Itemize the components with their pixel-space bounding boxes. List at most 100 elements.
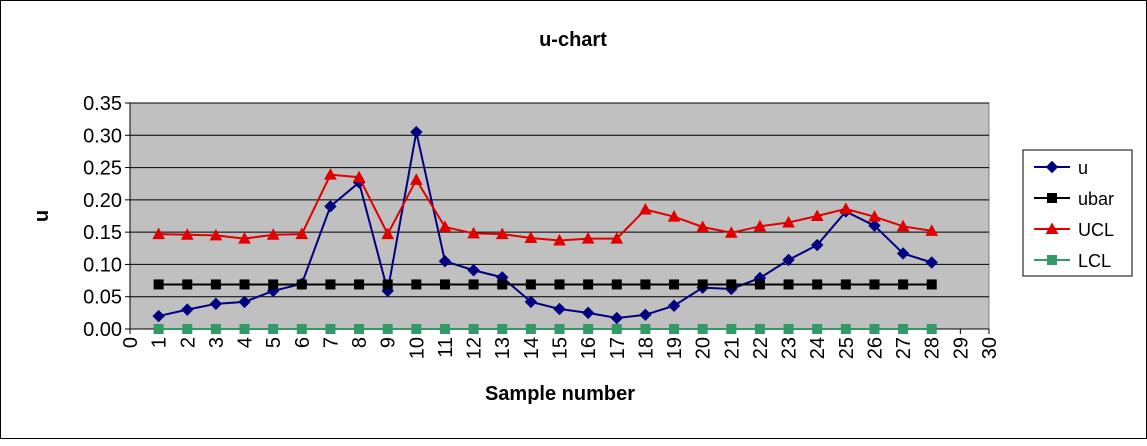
point-u [410,125,423,139]
point-ubar [812,279,823,290]
point-ubar [869,279,880,290]
point-ubar [583,279,594,290]
x-tick-label: 17 [607,337,629,359]
point-ubar [268,279,279,290]
point-ucl [238,232,251,244]
point-ubar [697,279,708,290]
legend-marker-ubar [1047,193,1057,203]
x-tick-label: 9 [378,337,400,348]
point-ubar [783,279,794,290]
x-tick-label: 25 [836,337,858,359]
legend-label-ucl: UCL [1078,220,1114,240]
series-line-u [158,131,933,320]
point-ubar [153,279,164,290]
legend-box [1022,149,1133,277]
point-ubar [525,279,536,290]
point-u [639,308,652,322]
point-lcl [497,324,508,334]
y-tick-label: 0.15 [83,222,122,244]
point-ubar [669,279,680,290]
point-ubar [296,279,307,290]
point-ucl [610,232,624,244]
x-tick-label: 19 [664,337,686,359]
point-ucl [782,215,795,228]
legend-marker-u [1045,160,1059,174]
legend: u ubar UCL LCL [1022,149,1133,277]
x-tick-label: 7 [320,337,342,348]
point-ubar [926,279,937,290]
x-tick-label: 4 [235,337,257,348]
point-ubar [726,279,737,290]
x-tick-label: 24 [807,337,829,359]
point-lcl [468,324,479,334]
point-ubar [468,279,479,290]
point-lcl [268,324,279,334]
point-ubar [611,279,622,290]
point-u [868,219,881,232]
point-lcl [182,324,193,334]
point-ucl [438,220,452,232]
x-tick-label: 14 [521,337,543,359]
x-tick-label: 5 [263,337,285,348]
point-ubar [840,279,851,290]
point-u [238,295,251,309]
y-axis-label: u [31,210,53,222]
x-tick-label: 30 [979,337,1001,359]
point-ucl [896,219,910,232]
point-u [610,311,623,325]
y-tick-label: 0.35 [83,93,122,115]
point-ubar [382,279,393,290]
point-lcl [153,324,164,334]
point-lcl [382,324,393,334]
chart-title: u-chart [539,29,607,51]
y-tick-label: 0.30 [83,125,122,147]
x-tick-label: 29 [950,337,972,359]
x-tick-label: 28 [922,337,944,359]
point-ucl [581,232,595,244]
x-tick-label: 23 [779,337,801,359]
point-lcl [926,324,937,334]
point-ucl [209,228,223,241]
point-ucl [667,210,681,222]
point-lcl [840,324,851,334]
point-ubar [182,279,193,290]
point-ubar [898,279,909,290]
x-tick-label: 18 [635,337,657,359]
point-ubar [754,279,765,290]
point-u [181,303,194,316]
point-ubar [354,279,365,290]
legend-label-lcl: LCL [1078,251,1111,271]
x-tick-label: 22 [750,337,772,359]
y-tick-label: 0.20 [83,190,122,212]
point-lcl [754,324,765,334]
point-ucl [381,227,395,240]
point-u [152,309,165,323]
point-ucl [295,227,309,240]
legend-label-ubar: ubar [1078,189,1114,209]
point-ucl [639,203,652,215]
point-lcl [812,324,823,334]
x-tick-label: 10 [406,337,428,359]
point-lcl [354,324,365,334]
y-tick-label: 0.00 [83,319,122,341]
point-lcl [210,324,221,334]
point-u [553,302,566,316]
point-ubar [411,279,422,290]
point-ucl [868,210,881,222]
point-ucl [352,170,366,183]
point-lcl [726,324,737,334]
series-line-ucl [158,173,932,242]
x-tick-label: 15 [550,337,572,359]
x-tick-label: 8 [349,337,371,348]
point-ucl [180,228,194,240]
legend-marker-lcl [1047,255,1057,265]
point-ubar [210,279,221,290]
legend-label-u: u [1078,158,1088,178]
x-tick-label: 11 [435,337,457,358]
point-lcl [611,324,622,334]
point-u [209,297,223,311]
x-tick-label: 1 [149,337,171,348]
x-tick-label: 26 [864,337,886,359]
point-ucl [495,227,509,240]
point-lcl [411,324,422,334]
